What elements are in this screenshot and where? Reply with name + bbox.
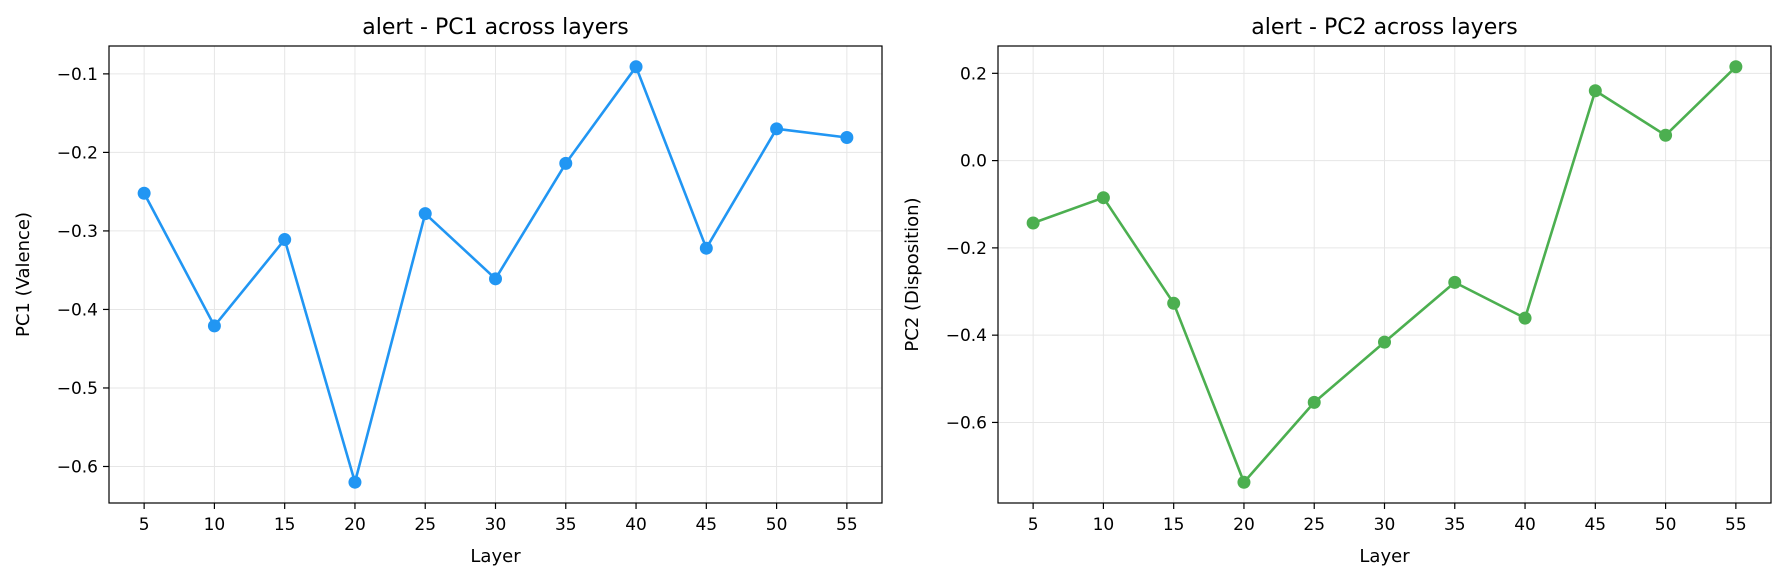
- chart-pc2-y-tick-label: 0.0: [960, 152, 987, 172]
- chart-pc2-data-point: [1237, 475, 1251, 489]
- chart-pc1-y-tick-label: −0.5: [57, 379, 98, 399]
- chart-pc2-x-tick-label: 40: [1514, 515, 1536, 535]
- chart-pc1-x-tick-label: 15: [274, 515, 296, 535]
- chart-pc1-x-tick-label: 40: [625, 515, 647, 535]
- chart-pc2-x-tick-label: 25: [1303, 515, 1325, 535]
- chart-pc1-x-tick-label: 30: [485, 515, 507, 535]
- chart-pc1-y-tick-label: −0.4: [57, 300, 98, 320]
- chart-pc2-data-point: [1026, 216, 1040, 230]
- chart-pc1-data-point: [489, 272, 502, 286]
- chart-pc2-x-tick-label: 20: [1233, 515, 1255, 535]
- chart-pc2-x-tick-label: 55: [1725, 515, 1747, 535]
- chart-pc1-y-tick-label: −0.6: [57, 457, 98, 477]
- chart-pc1-y-tick-label: −0.1: [57, 65, 98, 85]
- chart-pc2-ticks: 5 10 15 20 25 30 35 40 45 50 55 −0.6 −0.4 −0.2 0.0 0.2: [946, 64, 1747, 535]
- chart-pc1-x-tick-label: 35: [555, 515, 577, 535]
- chart-pc2-data-point: [1588, 84, 1602, 98]
- chart-pc2-y-tick-label: 0.2: [960, 64, 987, 84]
- chart-pc2: 5 10 15 20 25 30 35 40 45 50 55−0.6−0.4−0.20.00.2 …: [902, 15, 1772, 567]
- chart-pc1-data-point: [348, 475, 362, 489]
- chart-pc1: 5 10 15 20 25 30 35 40 45 50 55 −0.6 −0.5 −0.4 −0.3 −0.…: [13, 15, 883, 567]
- chart-pc1-data-point: [770, 122, 784, 136]
- chart-pc1-x-tick-label: 5: [139, 515, 150, 535]
- chart-pc2-x-tick-label: 35: [1444, 515, 1466, 535]
- chart-pc1-x-tick-label: 55: [836, 515, 858, 535]
- chart-pc1-x-tick-label: 10: [204, 515, 226, 535]
- chart-pc2-x-tick-label: 5: [1028, 515, 1039, 535]
- chart-pc1-x-tick-label: 20: [344, 515, 366, 535]
- chart-pc1-ticks: 5 10 15 20 25 30 35 40 45 50 55 −0.6 −0.5 −0.4 −0.3 −0.…: [57, 65, 858, 535]
- chart-pc1-data-point: [559, 156, 573, 170]
- chart-pc1-data-point: [207, 319, 221, 333]
- chart-pc2-x-tick-label: 50: [1655, 515, 1677, 535]
- chart-pc1-data-point: [629, 60, 643, 74]
- chart-pc1-y-tick-label: −0.3: [57, 222, 98, 242]
- chart-pc1-y-tick-label: −0.2: [57, 143, 98, 163]
- chart-pc1-y-axis-label: PC1 (Valence): [13, 212, 34, 337]
- chart-pc2-grid: [998, 46, 1771, 503]
- chart-pc2-x-axis-label: Layer: [1359, 546, 1410, 567]
- chart-pc2-data-point: [1307, 395, 1321, 409]
- chart-pc1-plot-frame: [108, 45, 883, 504]
- chart-pc2-y-tick-label: −0.2: [946, 239, 987, 259]
- chart-pc2-data-point: [1448, 275, 1462, 289]
- chart-pc1-x-axis-label: Layer: [470, 546, 521, 567]
- chart-pc1-x-tick-label: 50: [766, 515, 788, 535]
- chart-pc2-data-point: [1659, 128, 1673, 142]
- chart-pc2-x-tick-label: 15: [1163, 515, 1185, 535]
- chart-pc2-title: alert - PC2 across layers: [1251, 15, 1518, 40]
- chart-pc2-plot-frame: [997, 45, 1772, 504]
- chart-pc1-data-point: [137, 186, 151, 200]
- chart-pc2-x-tick-label: 10: [1093, 515, 1115, 535]
- chart-pc1-series: [137, 60, 854, 489]
- chart-pc2-series: [1026, 60, 1743, 489]
- chart-pc2-y-tick-label: −0.6: [946, 413, 987, 433]
- chart-pc2-x-tick-label: 45: [1584, 515, 1606, 535]
- chart-pc2-data-point: [1729, 60, 1743, 74]
- chart-pc2-y-tick-label: −0.4: [946, 326, 987, 346]
- chart-pc2-data-point: [1378, 335, 1391, 349]
- chart-pc1-x-tick-label: 45: [695, 515, 717, 535]
- chart-pc2-data-point: [1096, 191, 1110, 205]
- chart-pc2-x-tick-label: 30: [1374, 515, 1396, 535]
- chart-pc2-y-axis-label: PC2 (Disposition): [902, 197, 923, 351]
- chart-pc1-data-point: [840, 130, 854, 144]
- chart-pc1-data-point: [418, 207, 432, 221]
- chart-pc1-data-point: [699, 241, 713, 255]
- chart-pc1-data-point: [278, 233, 292, 247]
- chart-pc1-x-tick-label: 25: [414, 515, 436, 535]
- chart-pc2-data-point: [1167, 296, 1181, 310]
- chart-pc1-title: alert - PC1 across layers: [362, 15, 629, 40]
- chart-pc2-data-point: [1518, 311, 1532, 325]
